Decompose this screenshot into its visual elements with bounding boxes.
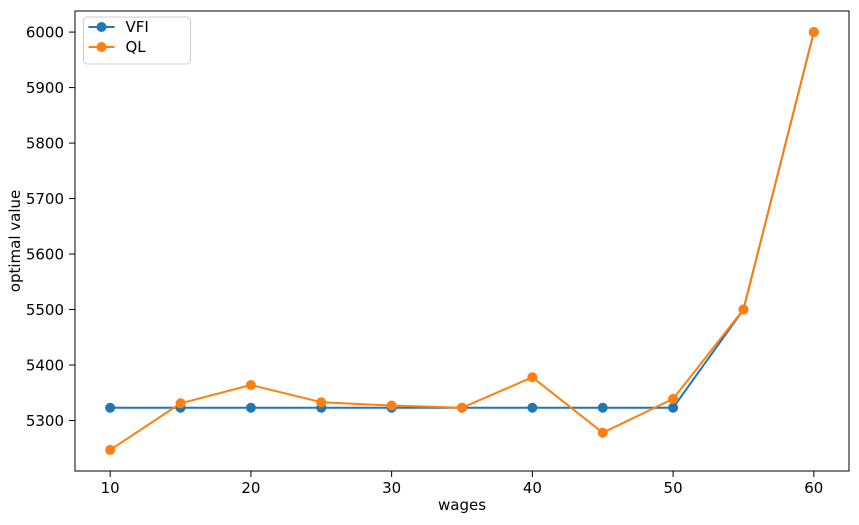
y-tick-label: 5400 [26,357,64,375]
x-tick-label: 30 [382,479,401,497]
series-marker-ql [668,393,679,404]
y-tick-label: 5800 [26,135,64,153]
axis-ticks: 5300 5400 5500 5600 5700 5800 5900 6000 10 20 30 40… [26,24,824,497]
legend-frame [83,16,191,65]
series-marker-ql [386,400,397,411]
series-marker-vfi [668,402,679,413]
series-marker-vfi [527,402,538,413]
series-marker-ql [597,427,608,438]
x-tick-label: 60 [804,479,823,497]
series-marker-ql [105,444,116,455]
plot-border [74,10,850,472]
y-axis-label: optimal value [6,190,24,292]
series-marker-vfi [597,402,608,413]
x-tick-label: 10 [101,479,120,497]
series-marker-ql [245,379,256,390]
y-tick-label: 5900 [26,79,64,97]
series-marker-ql [316,397,327,408]
series-marker-vfi [245,402,256,413]
x-axis-label: wages [438,496,486,514]
y-tick-label: 5500 [26,301,64,319]
series-marker-ql [808,27,819,38]
legend-label-ql: QL [126,38,147,56]
y-tick-label: 5300 [26,412,64,430]
legend: VFI QL [83,16,191,65]
series-marker-vfi [105,402,116,413]
series-marker-ql [457,402,467,413]
y-tick-label: 5600 [26,246,64,264]
y-tick-label: 5700 [26,190,64,208]
x-tick-label: 40 [523,479,542,497]
series-group [105,27,819,455]
legend-marker-vfi [96,22,107,32]
series-marker-ql [175,398,186,409]
series-marker-ql [738,304,749,315]
y-tick-label: 6000 [26,24,64,42]
legend-marker-ql [96,42,107,52]
plot-area [74,10,850,472]
legend-label-vfi: VFI [126,18,149,36]
x-tick-label: 20 [241,479,260,497]
x-tick-label: 50 [664,479,683,497]
series-marker-ql [527,372,538,383]
